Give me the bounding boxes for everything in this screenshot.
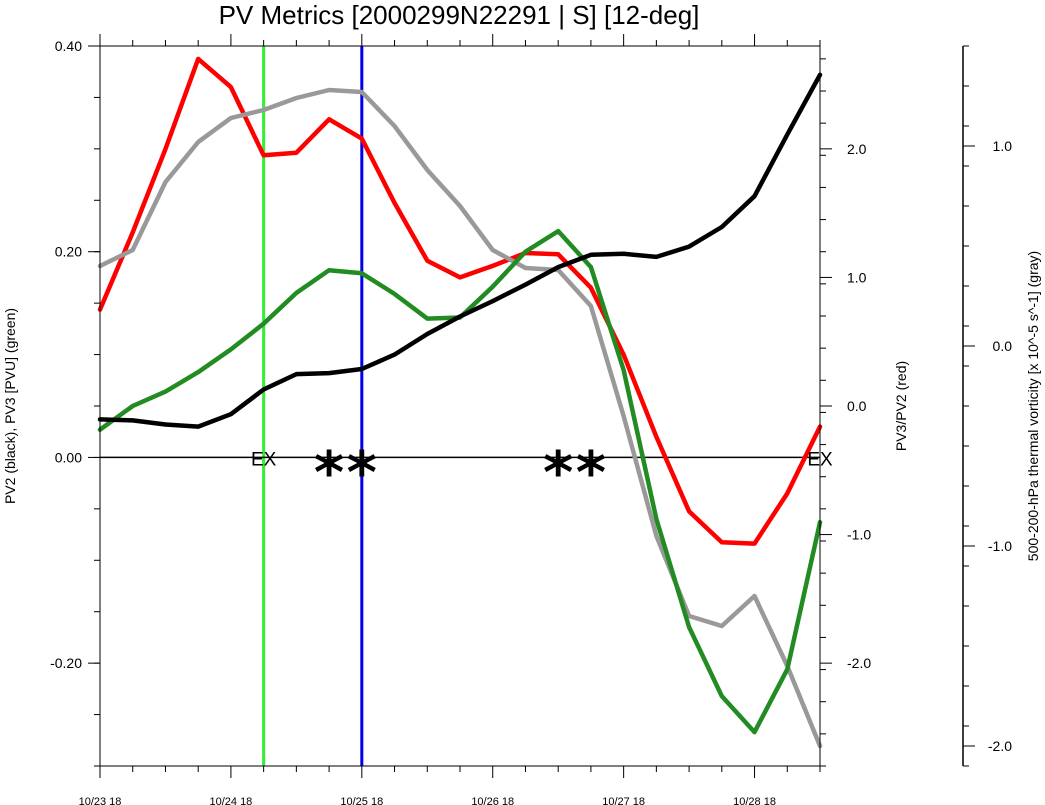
x-tick-label: 10/25 18	[340, 796, 383, 805]
ex-annotation: EX	[807, 449, 833, 470]
right-tick-label: 2.0	[847, 141, 867, 157]
left-tick-label: -0.20	[50, 655, 82, 671]
annotations: EX EX* * * *	[251, 438, 833, 506]
right-axis: 2.0 1.0 0.0 -1.0 -2.0	[820, 58, 871, 767]
x-tick-label: 10/23 18	[79, 796, 122, 805]
x-tick-label: 10/24 18	[209, 796, 252, 805]
left-axis: 0.40 0.20 0.00 -0.20	[50, 38, 100, 767]
far-right-axis-title: 500-200-hPa thermal vorticity [x 10^-5 s…	[1025, 251, 1041, 561]
star-annotation: *	[543, 438, 573, 506]
right-tick-label: -1.0	[847, 527, 871, 543]
x-tick-label: 10/28 18	[733, 796, 776, 805]
series-lines	[97, 56, 823, 749]
chart-title: PV Metrics [2000299N22291 | S] [12-deg]	[219, 0, 700, 30]
series-line-1	[97, 56, 823, 546]
star-annotation: *	[576, 438, 606, 506]
x-tick-label: 10/26 18	[471, 796, 514, 805]
far-tick-label: 1.0	[993, 138, 1013, 154]
right-axis-title: PV3/PV2 (red)	[893, 361, 909, 451]
left-axis-title: PV2 (black), PV3 [PVU] (green)	[2, 308, 18, 504]
series-line-2	[97, 87, 823, 749]
left-tick-label: 0.40	[55, 38, 82, 54]
right-tick-label: 1.0	[847, 269, 867, 285]
series-line-3	[97, 228, 823, 735]
left-tick-label: 0.20	[55, 244, 82, 260]
plot-frame	[99, 45, 821, 767]
x-axis: 10/23 18 10/24 18 10/25 18 10/26 18 10/27 18…	[79, 34, 821, 805]
star-annotation: *	[347, 438, 377, 506]
x-tick-label: 10/27 18	[602, 796, 645, 805]
series-line-4	[97, 72, 823, 429]
vertical-markers	[262, 46, 364, 766]
far-tick-label: 0.0	[993, 338, 1013, 354]
right-tick-label: 0.0	[847, 398, 867, 414]
ex-annotation: EX	[251, 449, 277, 470]
far-tick-label: -1.0	[988, 538, 1012, 554]
far-tick-label: -2.0	[988, 738, 1012, 754]
star-annotation: *	[314, 438, 344, 506]
far-right-axis: 1.0 0.0 -1.0 -2.0	[962, 45, 1013, 767]
right-tick-label: -2.0	[847, 655, 871, 671]
left-tick-label: 0.00	[55, 449, 82, 465]
